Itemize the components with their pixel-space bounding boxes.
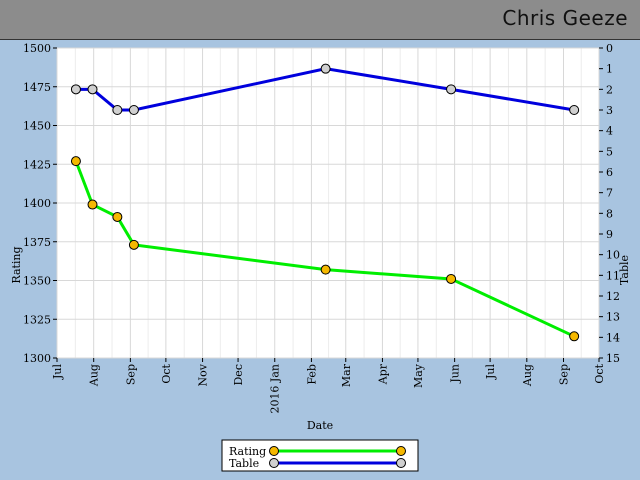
legend-label-table: Table <box>229 457 259 470</box>
data-point-table <box>320 63 331 74</box>
data-point-table <box>112 105 123 115</box>
player-name: Chris Geeze <box>502 6 628 30</box>
x-tick-label: 2016 Jan <box>269 364 282 414</box>
x-tick-label: Feb <box>305 364 318 385</box>
x-tick-label: Oct <box>160 363 173 383</box>
x-tick-label: Oct <box>593 363 606 383</box>
left-tick-label: 1425 <box>23 158 51 171</box>
x-tick-label: Nov <box>197 363 210 386</box>
right-tick-label: 13 <box>606 311 620 324</box>
right-tick-label: 0 <box>606 42 613 55</box>
x-tick-label: Sep <box>124 364 137 385</box>
x-tick-label: Jul <box>484 364 497 380</box>
y-axis-label-right: Table <box>618 255 631 285</box>
x-tick-label: May <box>412 363 425 388</box>
left-tick-label: 1375 <box>23 236 51 249</box>
data-point-table <box>446 84 457 95</box>
data-point-rating <box>128 239 139 250</box>
x-tick-label: Mar <box>340 363 353 387</box>
series-layer <box>70 63 580 342</box>
data-point-rating <box>70 156 81 167</box>
left-tick-label: 1450 <box>23 120 51 133</box>
data-point-rating <box>446 273 457 284</box>
x-tick-label: Aug <box>521 364 534 387</box>
data-point-rating <box>320 264 331 275</box>
right-tick-label: 2 <box>606 83 613 96</box>
right-tick-label: 3 <box>606 104 613 117</box>
data-point-rating <box>112 211 123 222</box>
x-tick-label: Dec <box>232 364 245 386</box>
legend-marker-table <box>396 458 406 468</box>
x-tick-label: Jun <box>449 364 462 384</box>
data-point-rating <box>569 331 580 342</box>
right-tick-label: 15 <box>606 352 620 365</box>
data-point-table <box>87 84 98 95</box>
right-tick-label: 5 <box>606 145 613 158</box>
data-point-rating <box>87 199 98 210</box>
legend-marker-rating <box>269 446 279 456</box>
right-tick-label: 9 <box>606 228 613 241</box>
x-tick-label: Jul <box>51 364 64 380</box>
legend-label-rating: Rating <box>229 445 266 458</box>
data-point-table <box>70 84 81 95</box>
x-tick-label: Aug <box>88 364 101 387</box>
right-tick-label: 4 <box>606 125 613 138</box>
x-tick-label: Apr <box>376 363 389 385</box>
grid <box>56 47 600 359</box>
right-tick-label: 6 <box>606 166 613 179</box>
header-bar: Chris Geeze <box>0 0 640 40</box>
left-tick-label: 1325 <box>23 313 51 326</box>
left-tick-label: 1350 <box>23 275 51 288</box>
left-tick-label: 1500 <box>23 42 51 55</box>
legend-box <box>221 439 419 472</box>
right-tick-label: 12 <box>606 290 620 303</box>
left-tick-label: 1400 <box>23 197 51 210</box>
left-tick-label: 1300 <box>23 352 51 365</box>
right-tick-label: 10 <box>606 249 620 262</box>
x-axis-ticks: Jul Aug Sep Oct Nov Dec 2016 Jan Feb Mar Apr May Ju… <box>51 358 606 414</box>
right-tick-label: 1 <box>606 63 613 76</box>
right-tick-label: 14 <box>606 331 620 344</box>
x-tick-label: Sep <box>557 364 570 385</box>
right-tick-label: 7 <box>606 187 613 200</box>
left-tick-label: 1475 <box>23 81 51 94</box>
data-point-table <box>569 105 580 115</box>
legend-marker-rating <box>396 446 406 456</box>
right-tick-label: 8 <box>606 207 613 220</box>
x-axis-label: Date <box>307 419 333 432</box>
legend-marker-table <box>269 458 279 468</box>
right-tick-label: 11 <box>606 269 620 282</box>
left-axis-ticks: 1300 1325 1350 1375 1400 1425 1450 1475 1500 <box>23 42 57 365</box>
data-point-table <box>128 105 139 115</box>
y-axis-label-left: Rating <box>10 246 23 283</box>
